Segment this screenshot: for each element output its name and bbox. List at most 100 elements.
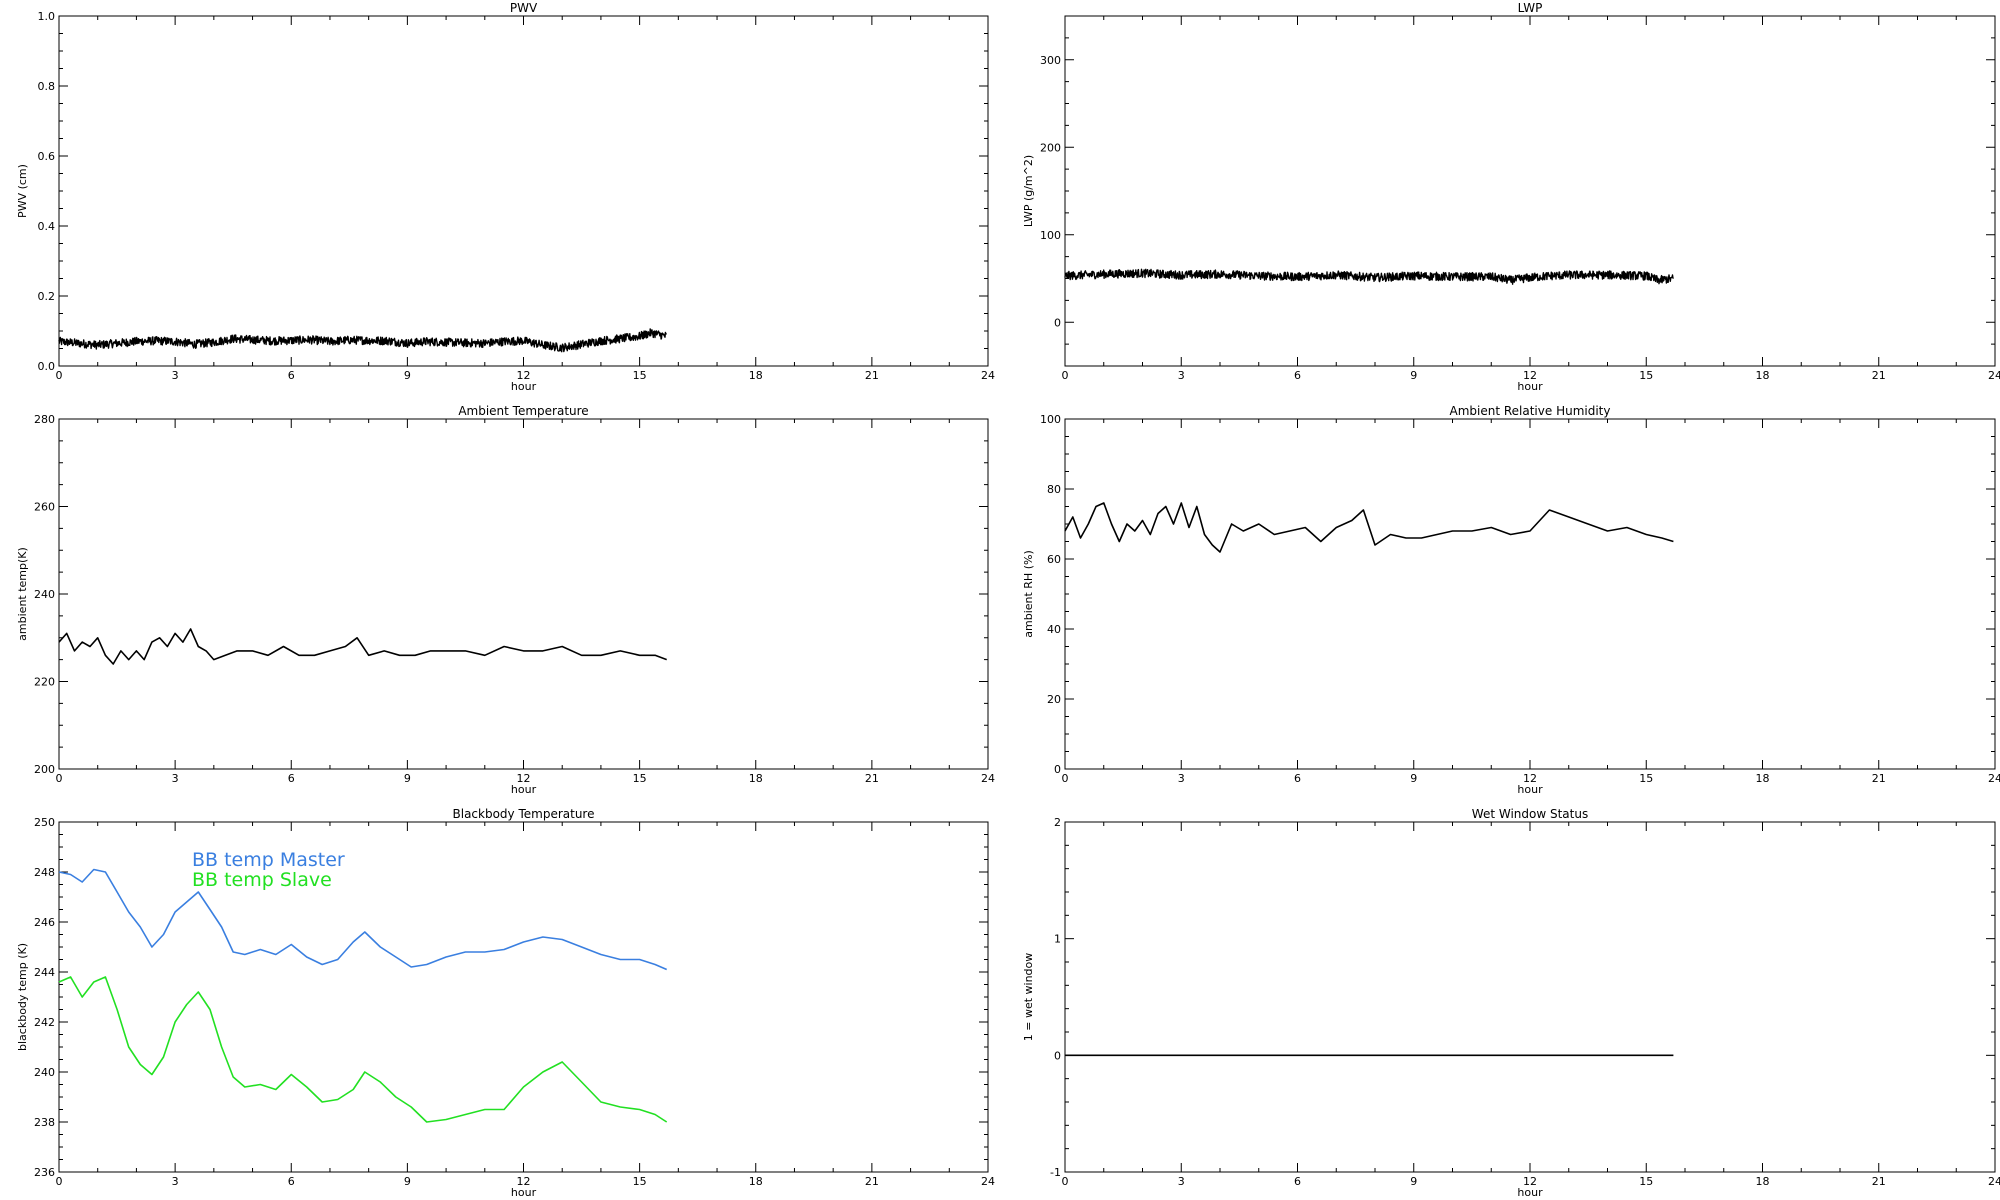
x-axis-label: hour [1517, 380, 1543, 393]
x-tick-label: 18 [749, 1175, 763, 1188]
x-tick-label: 9 [1410, 772, 1417, 785]
x-tick-label: 9 [404, 772, 411, 785]
x-tick-label: 21 [865, 1175, 879, 1188]
y-tick-label: 1.0 [38, 10, 56, 23]
y-axis-label: LWP (g/m^2) [1022, 155, 1035, 227]
x-tick-label: 12 [1523, 369, 1537, 382]
series-line-ambient-rh [1064, 502, 1674, 553]
x-tick-label: 12 [1523, 772, 1537, 785]
x-tick-label: 3 [172, 1175, 179, 1188]
x-tick-label: 6 [288, 1175, 295, 1188]
x-tick-label: 24 [1988, 369, 2000, 382]
y-axis-label: 1 = wet window [1022, 953, 1035, 1042]
series-line-blackbody-temp-2 [58, 976, 668, 1123]
series-line-blackbody-temp-1 [58, 868, 668, 971]
y-tick-label: 250 [34, 816, 55, 829]
x-axis-label: hour [511, 783, 537, 796]
x-tick-label: 15 [1639, 772, 1653, 785]
x-tick-label: 6 [1294, 369, 1301, 382]
y-tick-label: 0.2 [38, 290, 56, 303]
y-tick-label: 240 [34, 1066, 55, 1079]
y-tick-label: 0.0 [38, 360, 56, 373]
x-tick-label: 6 [1294, 1175, 1301, 1188]
y-tick-label: 238 [34, 1116, 55, 1129]
y-tick-label: 300 [1040, 54, 1061, 67]
y-tick-label: 220 [34, 676, 55, 689]
series-line-ambient-temp [58, 628, 667, 665]
x-axis-label: hour [1517, 1186, 1543, 1199]
series-line-lwp [1064, 268, 1674, 285]
plot-frame [1064, 418, 1996, 770]
x-tick-label: 21 [865, 772, 879, 785]
panel-lwp: LWP 0 3 6 9 12 15 18 21 24 0 100 200 300 hour LWP (g/m^… [1022, 1, 2000, 393]
y-tick-label: 100 [1040, 413, 1061, 426]
y-tick-label: 280 [34, 413, 55, 426]
x-tick-label: 6 [288, 369, 295, 382]
panel-title: Wet Window Status [1472, 807, 1588, 821]
x-tick-label: 9 [1410, 369, 1417, 382]
x-tick-label: 6 [1294, 772, 1301, 785]
panel-title: Ambient Temperature [458, 404, 588, 418]
y-tick-label: 60 [1047, 553, 1061, 566]
x-tick-label: 0 [1062, 772, 1069, 785]
x-tick-label: 0 [56, 1175, 63, 1188]
x-tick-label: 3 [172, 772, 179, 785]
x-tick-label: 21 [1872, 369, 1886, 382]
y-axis-label: PWV (cm) [16, 164, 29, 218]
x-tick-label: 15 [633, 1175, 647, 1188]
y-tick-label: 0.8 [38, 80, 56, 93]
y-tick-label: 100 [1040, 229, 1061, 242]
x-tick-label: 24 [981, 772, 995, 785]
y-axis-label: ambient RH (%) [1022, 550, 1035, 638]
panel-title: LWP [1518, 1, 1543, 15]
x-axis-label: hour [511, 1186, 537, 1199]
y-tick-label: 0 [1054, 763, 1061, 776]
series-line-pwv [58, 328, 667, 353]
panel-blackbody-temp: Blackbody Temperature 0 3 6 9 12 15 18 21 24 236 23… [16, 807, 995, 1199]
plot-frame [58, 418, 989, 770]
x-tick-label: 9 [1410, 1175, 1417, 1188]
x-tick-label: 15 [633, 772, 647, 785]
y-tick-label: 200 [34, 763, 55, 776]
x-tick-label: 12 [1523, 1175, 1537, 1188]
x-tick-label: 12 [517, 1175, 531, 1188]
x-tick-label: 12 [517, 772, 531, 785]
y-tick-label: 0 [1054, 1049, 1061, 1062]
x-tick-label: 3 [1178, 369, 1185, 382]
y-axis-label: ambient temp(K) [16, 547, 29, 641]
plot-frame [1064, 821, 1996, 1173]
x-tick-label: 0 [1062, 1175, 1069, 1188]
x-tick-label: 3 [1178, 1175, 1185, 1188]
y-tick-label: 20 [1047, 693, 1061, 706]
x-tick-label: 24 [981, 1175, 995, 1188]
x-tick-label: 18 [749, 772, 763, 785]
legend-entry: BB temp Slave [192, 869, 332, 891]
y-tick-label: 200 [1040, 141, 1061, 154]
y-tick-label: 242 [34, 1016, 55, 1029]
x-tick-label: 18 [1756, 772, 1770, 785]
y-tick-label: 260 [34, 501, 55, 514]
x-tick-label: 18 [1756, 369, 1770, 382]
x-tick-label: 24 [981, 369, 995, 382]
y-tick-label: 244 [34, 966, 55, 979]
y-tick-label: 240 [34, 588, 55, 601]
panel-pwv: PWV 0 3 6 9 12 15 18 21 24 0.0 0.2 0.4 0.6 0.8 1.0 hour P… [16, 1, 995, 393]
y-tick-label: 248 [34, 866, 55, 879]
panel-ambient-temp: Ambient Temperature 0 3 6 9 12 15 18 21 24 200 220 2… [16, 404, 995, 796]
x-tick-label: 21 [1872, 772, 1886, 785]
x-tick-label: 9 [404, 369, 411, 382]
panel-title: Ambient Relative Humidity [1450, 404, 1611, 418]
y-tick-label: 0.4 [38, 220, 56, 233]
x-tick-label: 15 [633, 369, 647, 382]
x-tick-label: 18 [1756, 1175, 1770, 1188]
y-tick-label: 0.6 [38, 150, 56, 163]
x-tick-label: 6 [288, 772, 295, 785]
x-tick-label: 15 [1639, 1175, 1653, 1188]
legend-entry: BB temp Master [192, 849, 345, 871]
x-tick-label: 9 [404, 1175, 411, 1188]
x-tick-label: 21 [865, 369, 879, 382]
y-tick-label: 0 [1054, 316, 1061, 329]
y-tick-label: 246 [34, 916, 55, 929]
